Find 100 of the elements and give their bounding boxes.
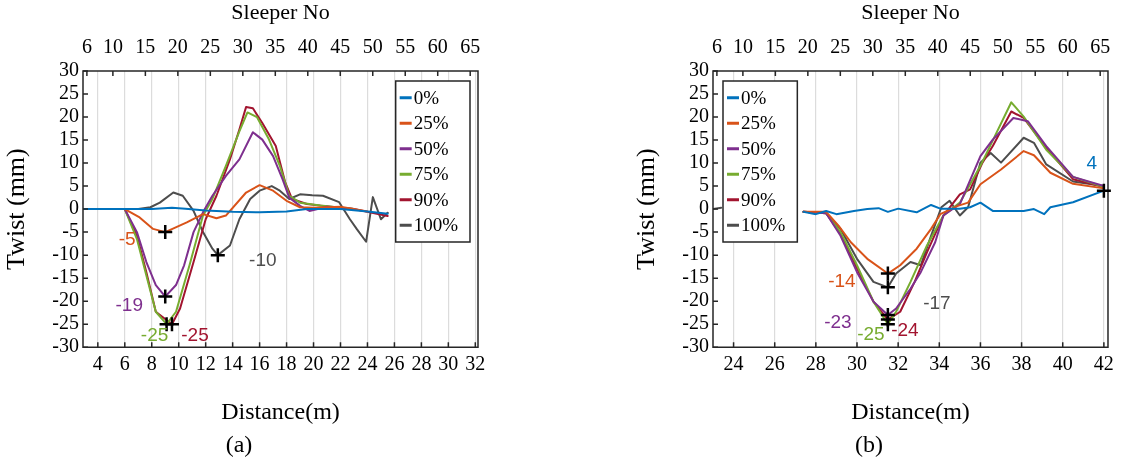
x2-tick-label: 15 (765, 35, 786, 58)
y-tick-label: 10 (59, 150, 79, 173)
y-tick-label: -25 (52, 311, 79, 334)
x-tick-label: 24 (357, 352, 378, 375)
annotation: -25 (140, 324, 169, 346)
legend-label: 50% (741, 137, 776, 159)
x-tick-label: 22 (330, 352, 351, 375)
y-tick-label: -10 (682, 242, 709, 265)
x2-tick-label: 30 (232, 35, 253, 58)
x-tick-label: 20 (303, 352, 324, 375)
legend-label: 90% (413, 188, 449, 210)
annotation: 4 (1086, 151, 1098, 173)
x2-tick-label: 6 (711, 35, 722, 58)
y-tick-label: -30 (52, 334, 79, 357)
x2-tick-label: 55 (395, 35, 416, 58)
x-tick-label: 40 (1052, 352, 1073, 375)
x-tick-label: 4 (92, 352, 103, 375)
y-tick-label: -5 (692, 219, 709, 242)
x-tick-label: 26 (384, 352, 405, 375)
x-tick-label: 42 (1093, 352, 1114, 375)
x2-tick-label: 10 (102, 35, 123, 58)
x2-tick-label: 15 (135, 35, 156, 58)
y-tick-label: -15 (52, 265, 79, 288)
x2-tick-label: 50 (362, 35, 383, 58)
x-tick-label: 28 (805, 352, 826, 375)
annotation: -14 (828, 269, 857, 291)
annotation: -5 (118, 228, 136, 250)
x-tick-label: 26 (764, 352, 785, 375)
y-tick-label: 25 (689, 81, 709, 104)
x2-tick-label: 6 (81, 35, 92, 58)
x2-tick-label: 60 (427, 35, 448, 58)
x-tick-label: 10 (168, 352, 189, 375)
y-tick-label: -10 (52, 242, 79, 265)
y-tick-label: -20 (52, 288, 79, 311)
x-tick-label: 6 (119, 352, 130, 375)
annotation: -24 (891, 318, 920, 340)
x2-tick-label: 40 (297, 35, 318, 58)
y-tick-label: 5 (69, 173, 79, 196)
y-tick-label: -15 (682, 265, 709, 288)
x2-tick-label: 65 (460, 35, 481, 58)
legend-label: 75% (413, 163, 449, 185)
text: (b) (855, 430, 883, 457)
x2-tick-label: 55 (1025, 35, 1046, 58)
y-tick-label: 15 (59, 127, 79, 150)
x-axis-title: Distance(m) (221, 398, 340, 425)
y-tick-label: 5 (699, 173, 709, 196)
legend-label: 0% (413, 86, 440, 108)
x2-tick-label: 35 (895, 35, 916, 58)
annotation: -25 (181, 324, 209, 346)
x-tick-label: 8 (146, 352, 157, 375)
y-tick-label: 10 (689, 150, 709, 173)
x2-tick-label: 60 (1057, 35, 1078, 58)
x2-tick-label: 50 (992, 35, 1013, 58)
legend-label: 100% (741, 214, 786, 236)
x-tick-label: 30 (438, 352, 459, 375)
annotation: -10 (249, 249, 277, 271)
x2-axis-title: Sleeper No (231, 0, 330, 24)
x-axis-title: Distance(m) (851, 398, 970, 425)
x-tick-label: 38 (1011, 352, 1032, 375)
legend-label: 75% (741, 163, 776, 185)
x-tick-label: 32 (465, 352, 486, 375)
legend-label: 25% (413, 112, 449, 134)
legend-label: 50% (413, 137, 449, 159)
y-tick-label: 0 (69, 196, 79, 219)
annotation: -25 (857, 323, 885, 345)
y-tick-label: 30 (689, 58, 709, 81)
y-tick-label: -30 (682, 334, 709, 357)
y-tick-label: -20 (682, 288, 709, 311)
x2-tick-label: 45 (960, 35, 981, 58)
y-tick-label: -25 (682, 311, 709, 334)
x2-tick-label: 25 (200, 35, 221, 58)
legend-label: 90% (741, 188, 776, 210)
x-tick-label: 30 (847, 352, 868, 375)
x2-axis-title: Sleeper No (861, 0, 960, 24)
annotation: -23 (824, 311, 852, 333)
legend-label: 0% (741, 86, 767, 108)
x2-tick-label: 10 (732, 35, 753, 58)
y-tick-label: -5 (62, 219, 79, 242)
x2-tick-label: 25 (830, 35, 851, 58)
x-tick-label: 18 (276, 352, 297, 375)
x2-tick-label: 20 (167, 35, 188, 58)
x2-tick-label: 40 (927, 35, 948, 58)
y-tick-label: 20 (689, 104, 709, 127)
x-tick-label: 24 (723, 352, 744, 375)
legend-label: 25% (741, 112, 776, 134)
annotation: -19 (115, 293, 143, 315)
y-tick-label: 20 (59, 104, 79, 127)
x-tick-label: 34 (929, 352, 950, 375)
y-tick-label: 25 (59, 81, 79, 104)
x2-tick-label: 45 (330, 35, 351, 58)
x-tick-label: 16 (249, 352, 270, 375)
text: (a) (225, 430, 253, 457)
x2-tick-label: 35 (265, 35, 286, 58)
y-tick-label: 30 (59, 58, 79, 81)
annotation: -17 (923, 291, 951, 313)
x-tick-label: 28 (411, 352, 432, 375)
x-tick-label: 32 (888, 352, 909, 375)
x-tick-label: 12 (195, 352, 216, 375)
x-tick-label: 36 (970, 352, 991, 375)
x2-tick-label: 30 (862, 35, 883, 58)
